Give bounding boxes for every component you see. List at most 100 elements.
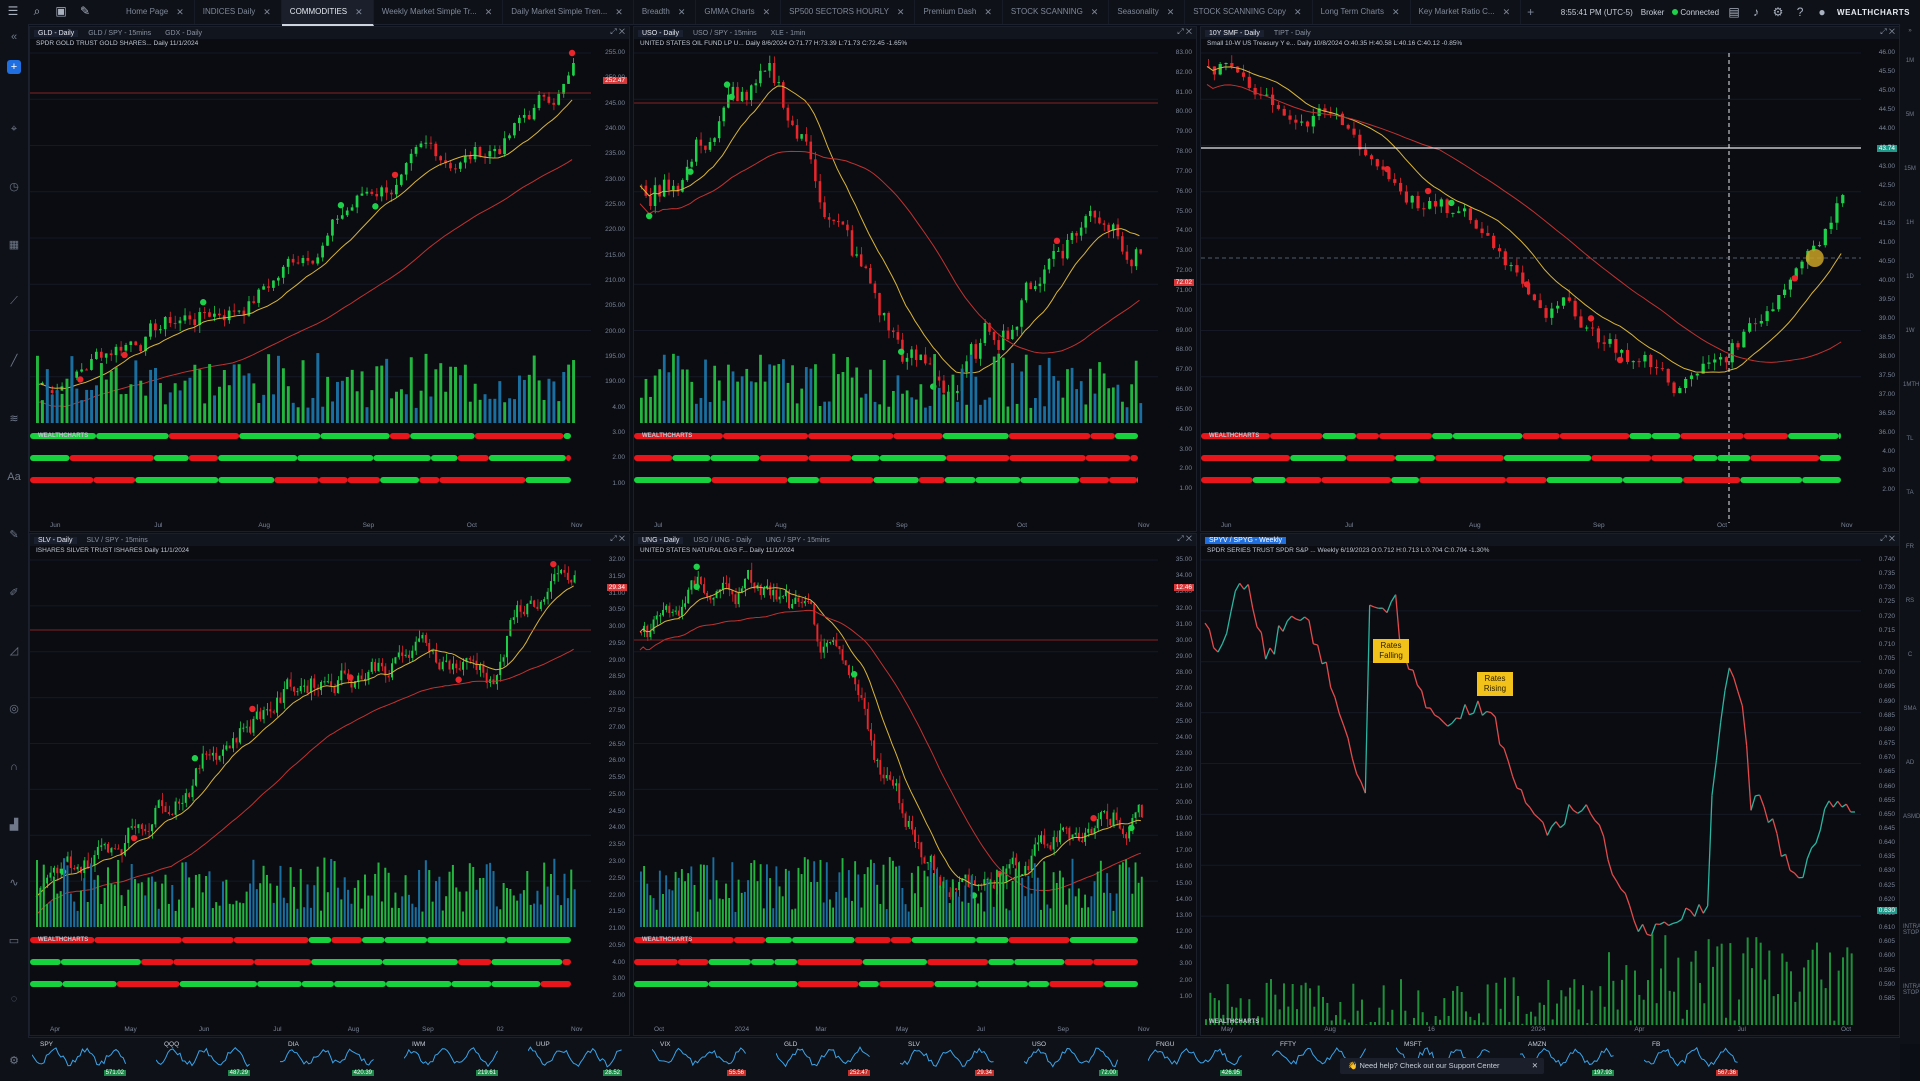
close-tab-icon[interactable]: ✕ — [176, 0, 184, 24]
help-icon[interactable]: ? — [1793, 5, 1807, 19]
add-tab-icon[interactable]: + — [1521, 0, 1540, 24]
tab-daily-market-simple-tren[interactable]: Daily Market Simple Tren...✕ — [503, 0, 634, 24]
close-tab-icon[interactable]: ✕ — [355, 0, 363, 24]
close-tab-icon[interactable]: ✕ — [485, 0, 493, 24]
close-tab-icon[interactable]: ✕ — [615, 0, 623, 24]
tf-1w[interactable]: 1W — [1903, 328, 1917, 334]
gear-icon[interactable]: ⚙ — [1771, 5, 1785, 19]
chart-icon[interactable]: ▟ — [7, 818, 21, 832]
tab-commodities[interactable]: COMMODITIES✕ — [282, 0, 374, 26]
tab-home-page[interactable]: Home Page✕ — [118, 0, 195, 24]
clock-icon[interactable]: ◷ — [7, 180, 21, 194]
close-icon[interactable]: ✕ — [1532, 1058, 1538, 1074]
close-tab-icon[interactable]: ✕ — [1392, 0, 1400, 24]
cursor-icon[interactable]: ⌖ — [7, 122, 21, 136]
tf-asmd[interactable]: ASMD — [1903, 814, 1917, 820]
lock-icon[interactable]: ◌ — [7, 992, 21, 1006]
broker-label[interactable]: Broker — [1641, 8, 1665, 17]
chart-panel-6[interactable]: SPYV / SPYG - Weekly⤢ ✕SPDR SERIES TRUST… — [1200, 533, 1900, 1036]
tab-seasonality[interactable]: Seasonality✕ — [1109, 0, 1185, 24]
collapse-icon[interactable]: « — [7, 30, 21, 44]
tf-ta[interactable]: TA — [1903, 490, 1917, 496]
tab-indices-daily[interactable]: INDICES Daily✕ — [195, 0, 282, 24]
tf-stop1[interactable]: INTRA STOP — [1903, 924, 1917, 936]
trash-icon[interactable]: ▭ — [7, 934, 21, 948]
menu-icon[interactable]: ☰ — [6, 4, 20, 18]
layout-icon[interactable]: ▣ — [54, 4, 68, 18]
pen-icon[interactable]: ✐ — [7, 586, 21, 600]
tf-c[interactable]: C — [1903, 652, 1917, 658]
tab-stock-scanning-copy[interactable]: STOCK SCANNING Copy✕ — [1185, 0, 1312, 24]
close-tab-icon[interactable]: ✕ — [1503, 0, 1511, 24]
price-chart[interactable] — [634, 27, 1197, 532]
tf-1m[interactable]: 1M — [1903, 58, 1917, 64]
wave-icon[interactable]: ∿ — [7, 876, 21, 890]
close-tab-icon[interactable]: ✕ — [763, 0, 771, 24]
price-chart[interactable] — [1201, 534, 1900, 1036]
settings-icon[interactable]: ⚙ — [7, 1054, 21, 1068]
close-tab-icon[interactable]: ✕ — [1167, 0, 1175, 24]
tf-1mth[interactable]: 1MTH — [1903, 382, 1917, 388]
tf-sma[interactable]: SMA — [1903, 706, 1917, 712]
ai-icon[interactable]: ✎ — [78, 4, 92, 18]
tab-gmma-charts[interactable]: GMMA Charts✕ — [696, 0, 781, 24]
tf-rs[interactable]: RS — [1903, 598, 1917, 604]
tf-1h[interactable]: 1H — [1903, 220, 1917, 226]
close-tab-icon[interactable]: ✕ — [897, 0, 905, 24]
tf-1d[interactable]: 1D — [1903, 274, 1917, 280]
price-chart[interactable] — [1201, 27, 1900, 532]
close-tab-icon[interactable]: ✕ — [1294, 0, 1302, 24]
close-tab-icon[interactable]: ✕ — [984, 0, 992, 24]
price-chart[interactable] — [30, 534, 630, 1036]
price-chart[interactable] — [634, 534, 1197, 1036]
chart-annotation[interactable]: Rates Falling — [1373, 639, 1409, 663]
tab-stock-scanning[interactable]: STOCK SCANNING✕ — [1003, 0, 1109, 24]
tab-sp500-sectors-hourly[interactable]: SP500 SECTORS HOURLY✕ — [781, 0, 915, 24]
tf-5m[interactable]: 5M — [1903, 112, 1917, 118]
close-tab-icon[interactable]: ✕ — [678, 0, 686, 24]
tab-premium-dash[interactable]: Premium Dash✕ — [915, 0, 1002, 24]
line-tool-icon[interactable]: ╱ — [7, 354, 21, 368]
trend-icon[interactable]: ⟋ — [7, 294, 21, 308]
tf-tl[interactable]: TL — [1903, 436, 1917, 442]
tf-stop2[interactable]: INTRA STOP — [1903, 984, 1917, 996]
avatar[interactable]: ● — [1815, 5, 1829, 19]
tab-long-term-charts[interactable]: Long Term Charts✕ — [1313, 0, 1411, 24]
eye-icon[interactable]: ◎ — [7, 702, 21, 716]
text-tool-icon[interactable]: Aa — [7, 470, 21, 484]
add-icon[interactable]: + — [7, 60, 21, 74]
brush-icon[interactable]: ✎ — [7, 528, 21, 542]
tf-15m[interactable]: 15M — [1903, 166, 1917, 172]
tf-fr[interactable]: FR — [1903, 544, 1917, 550]
magnet-icon[interactable]: ∩ — [7, 760, 21, 774]
close-tab-icon[interactable]: ✕ — [263, 0, 271, 24]
ruler-icon[interactable]: ◿ — [7, 644, 21, 658]
search-icon[interactable]: ⌕ — [30, 4, 44, 18]
bell-icon[interactable]: ♪ — [1749, 5, 1763, 19]
tf-ad[interactable]: AD — [1903, 760, 1917, 766]
close-tab-icon[interactable]: ✕ — [1091, 0, 1099, 24]
tab-weekly-market-simple-tr[interactable]: Weekly Market Simple Tr...✕ — [374, 0, 504, 24]
fib-icon[interactable]: ≋ — [7, 412, 21, 426]
tab-breadth[interactable]: Breadth✕ — [634, 0, 697, 24]
save-icon[interactable]: ▤ — [1727, 5, 1741, 19]
tab-key-market-ratio-c[interactable]: Key Market Ratio C...✕ — [1411, 0, 1522, 24]
price-chart[interactable] — [30, 27, 630, 532]
chart-annotation[interactable]: Rates Rising — [1477, 672, 1513, 696]
expand-icon[interactable]: » — [1903, 28, 1917, 34]
